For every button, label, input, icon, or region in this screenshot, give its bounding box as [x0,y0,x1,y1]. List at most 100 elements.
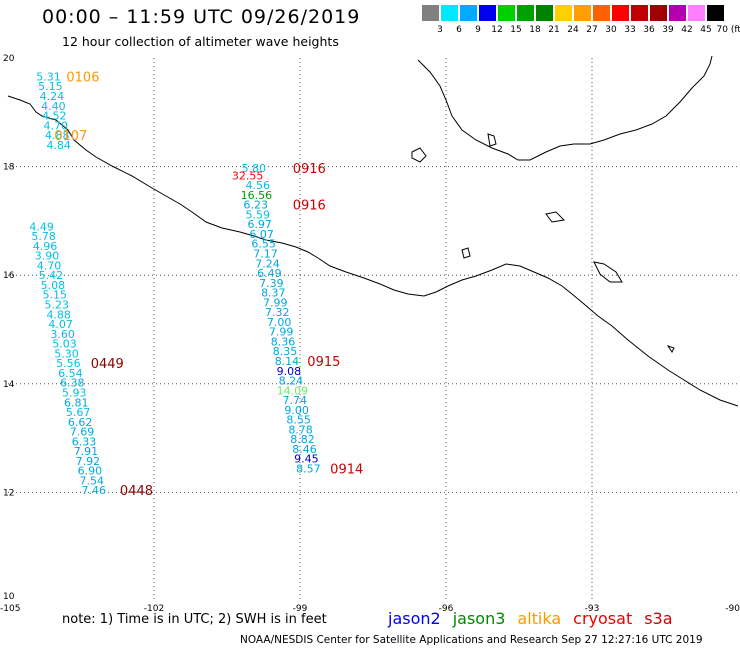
wave-height-label: 6.90 [78,465,103,478]
y-tick-label: 10 [3,592,15,602]
wave-height-label: 6.54 [58,367,82,380]
wave-height-label: 8.14 [275,355,300,368]
wave-height-label: 5.23 [45,299,70,312]
island-3 [593,261,623,283]
wave-height-label: 4.49 [29,220,54,233]
scale-swatch [707,5,724,21]
wave-height-label: 5.15 [38,80,63,93]
wave-height-label: 6.38 [60,377,85,390]
pass-time-label: 0916 [293,199,326,214]
wave-height-label: 7.24 [255,257,280,270]
wave-height-label: 3.60 [50,328,74,341]
scale-label: 45 [700,25,712,35]
wave-height-label: 5.59 [245,208,270,221]
wave-height-label: 7.74 [282,394,307,407]
wave-height-label: 4.07 [48,318,73,331]
footer-note: note: 1) Time is in UTC; 2) SWH is in fe… [62,612,327,627]
scale-label: 24 [567,25,579,35]
island-2 [545,211,566,223]
scale-label: 9 [475,25,481,35]
wave-height-label: 7.17 [253,247,278,260]
wave-height-label: 8.35 [273,345,298,358]
wave-height-label: 8.36 [271,335,296,348]
wave-height-label: 5.56 [56,357,81,370]
wave-height-label: 7.99 [263,296,288,309]
scale-label: 3 [437,25,443,35]
x-tick-label: -90 [725,604,740,614]
wave-height-label: 8.55 [286,414,311,427]
legend-item-cryosat: cryosat [573,609,633,628]
wave-height-label: 4.70 [37,259,62,272]
pass-time-labels: 0106 0107 0916 0916 0449 0915 0448 0914 [54,70,363,499]
pass-time-label: 0914 [330,463,363,478]
wave-height-label: 5.03 [52,338,77,351]
legend-item-jason2: jason2 [388,609,441,628]
scale-swatch [593,5,610,21]
wave-height-label: 4.88 [46,308,71,321]
wave-height-label: 8.78 [288,423,313,436]
scale-label: 39 [662,25,674,35]
wave-height-label: 6.81 [64,396,89,409]
wave-height-label: 5.31 [36,70,61,83]
wave-height-label: 9.08 [277,365,302,378]
scale-label: 36 [643,25,655,35]
y-tick-label: 12 [3,488,14,498]
wave-height-label: 7.32 [265,306,290,319]
wave-height-label: 16.56 [241,189,272,202]
wave-height-label: 4.88 [45,129,69,142]
scale-label: 33 [624,25,636,35]
scale-swatch [555,5,572,21]
wave-height-label: 6.33 [72,435,97,448]
island-5 [487,133,497,147]
wave-height-label: 5.30 [54,347,79,360]
y-tick-label: 18 [3,163,15,173]
pass-time-label: 0106 [66,70,99,85]
scale-label: 70 (ft) [716,25,740,35]
wave-height-label: 9.45 [294,453,319,466]
wave-height-label: 5.67 [66,406,91,419]
chart-title: 00:00 – 11:59 UTC 09/26/2019 [42,6,361,28]
wave-height-label: 7.00 [267,316,292,329]
x-tick-label: -99 [293,604,308,614]
scale-swatch [517,5,534,21]
wave-height-label: 6.62 [68,416,93,429]
wave-height-label: 5.80 [242,162,267,175]
wave-height-label: 4.84 [46,139,71,152]
wave-height-label: 7.54 [80,474,105,487]
wave-height-label: 7.69 [70,426,95,439]
wave-height-label: 8.46 [292,443,317,456]
pass-time-label: 0107 [54,129,87,144]
wave-height-label: 5.93 [62,386,87,399]
wave-height-label: 7.99 [269,326,294,339]
wave-height-label: 6.97 [247,218,272,231]
wave-height-label: 7.91 [74,445,99,458]
y-tick-label: 20 [3,54,15,64]
wave-height-label: 8.82 [290,433,315,446]
wave-height-label: 7.92 [76,455,101,468]
wave-height-label: 8.37 [261,287,286,300]
island-1 [411,147,427,163]
wave-height-label: 14.09 [277,384,309,397]
scale-label: 21 [548,25,560,35]
pass-time-label: 0915 [307,355,340,370]
legend-item-s3a: s3a [644,609,673,628]
footer-credit: NOAA/NESDIS Center for Satellite Applica… [240,634,703,646]
wave-height-label: 4.24 [40,90,64,103]
coastline [7,55,739,407]
wave-height-label: 32.55 [232,169,264,182]
scale-swatch [460,5,477,21]
wave-height-label: 5.78 [31,230,56,243]
scale-swatch [688,5,705,21]
wave-height-label: 6.07 [249,228,273,241]
island-6 [666,345,675,353]
wave-height-label: 4.96 [33,240,58,253]
legend-item-jason3: jason3 [452,609,506,628]
scale-label: 18 [529,25,541,35]
mexico-pacific-coastline [7,95,739,407]
scale-label: 42 [681,25,693,35]
chart-subtitle: 12 hour collection of altimeter wave hei… [62,34,339,49]
scale-label: 12 [491,25,503,35]
pass-time-label: 0916 [293,162,326,177]
x-tick-label: -96 [439,604,454,614]
